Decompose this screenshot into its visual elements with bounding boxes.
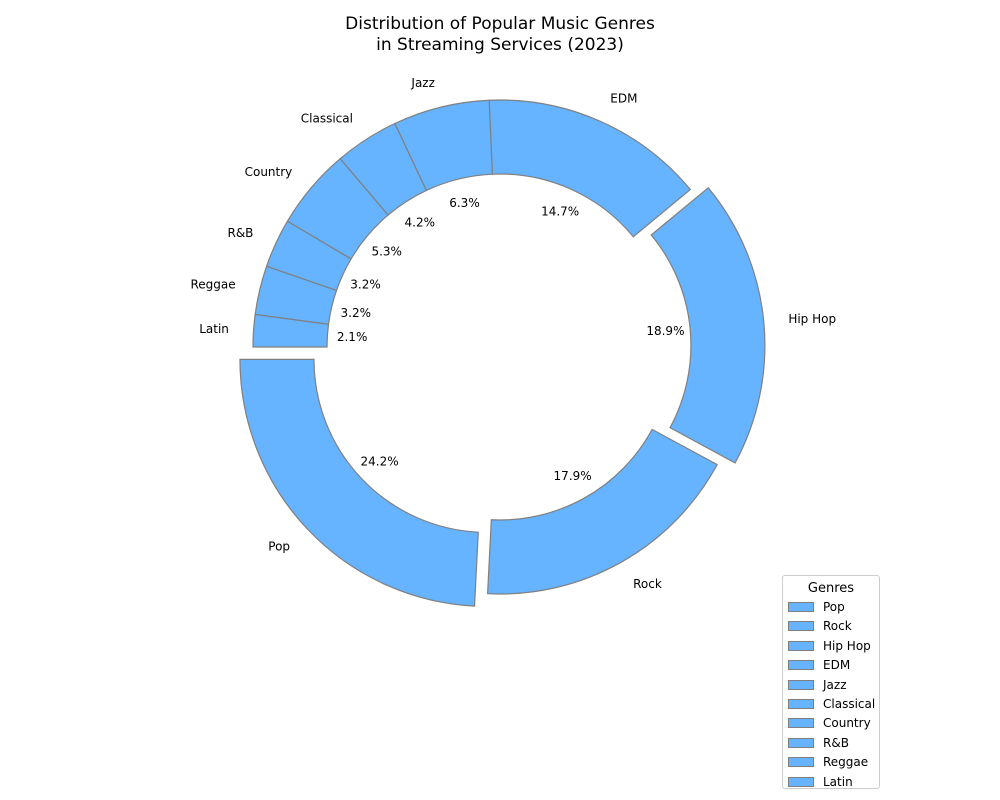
category-label-reggae: Reggae: [190, 277, 235, 291]
legend-label: Rock: [823, 619, 852, 634]
legend-item-pop: Pop: [783, 598, 879, 617]
percent-label-classical: 4.2%: [405, 215, 436, 229]
legend-swatch: [788, 718, 814, 729]
legend-label: Hip Hop: [823, 638, 871, 653]
legend-item-rock: Rock: [783, 617, 879, 636]
percent-label-hip-hop: 18.9%: [646, 324, 684, 338]
legend-item-hip-hop: Hip Hop: [783, 637, 879, 656]
legend-swatch: [788, 660, 814, 671]
legend-label: Country: [823, 716, 871, 731]
legend-swatch: [788, 602, 814, 612]
legend-swatch: [788, 698, 814, 709]
category-label-edm: EDM: [610, 92, 637, 106]
slice-hip-hop: [650, 186, 766, 464]
slices-group: [239, 99, 766, 607]
slice-rock: [486, 428, 719, 595]
legend-swatch: [788, 737, 814, 748]
legend-label: Latin: [823, 774, 853, 789]
legend-items: Pop Rock Hip Hop EDM Jazz Classical Country R&B…: [783, 598, 879, 792]
legend: Genres Pop Rock Hip Hop EDM Jazz Classical Cou…: [782, 575, 880, 789]
category-label-country: Country: [245, 165, 293, 179]
slice-edm: [488, 99, 692, 238]
legend-item-randb: R&B: [783, 734, 879, 753]
legend-item-country: Country: [783, 714, 879, 733]
labels-group: Pop 24.2% Rock 17.9% Hip Hop 18.9% EDM 14.7% Jaz…: [190, 76, 836, 591]
legend-item-edm: EDM: [783, 656, 879, 675]
legend-swatch: [788, 640, 814, 651]
percent-label-latin: 2.1%: [337, 330, 368, 344]
chart-title-line-2: in Streaming Services (2023): [376, 35, 624, 55]
category-label-classical: Classical: [301, 112, 353, 126]
legend-item-reggae: Reggae: [783, 753, 879, 772]
category-label-rock: Rock: [633, 577, 662, 591]
percent-label-jazz: 6.3%: [449, 196, 480, 210]
legend-title: Genres: [807, 581, 855, 596]
legend-label: Reggae: [823, 755, 869, 770]
percent-label-edm: 14.7%: [541, 205, 579, 219]
legend-label: Jazz: [823, 677, 847, 692]
legend-label: R&B: [823, 735, 849, 750]
legend-item-jazz: Jazz: [783, 676, 879, 695]
legend-swatch: [788, 679, 814, 690]
slice-latin: [252, 313, 330, 348]
legend-item-latin: Latin: [783, 773, 879, 792]
legend-label: Pop: [823, 600, 845, 614]
percent-label-reggae: 3.2%: [341, 306, 372, 320]
legend-swatch: [788, 776, 814, 787]
slice-pop: [239, 358, 479, 607]
legend-item-classical: Classical: [783, 695, 879, 714]
category-label-pop: Pop: [268, 540, 290, 554]
legend-label: Classical: [823, 696, 876, 711]
category-label-hip-hop: Hip Hop: [788, 312, 836, 326]
legend-label: EDM: [823, 658, 851, 673]
percent-label-pop: 24.2%: [361, 455, 399, 469]
percent-label-rock: 17.9%: [554, 469, 592, 483]
legend-swatch: [788, 621, 814, 632]
category-label-jazz: Jazz: [410, 76, 435, 90]
percent-label-randb: 3.2%: [350, 278, 381, 292]
category-label-latin: Latin: [199, 322, 229, 336]
legend-swatch: [788, 757, 814, 768]
chart-title-line-1: Distribution of Popular Music Genres: [345, 14, 655, 34]
percent-label-country: 5.3%: [371, 244, 402, 258]
category-label-randb: R&B: [227, 226, 253, 240]
